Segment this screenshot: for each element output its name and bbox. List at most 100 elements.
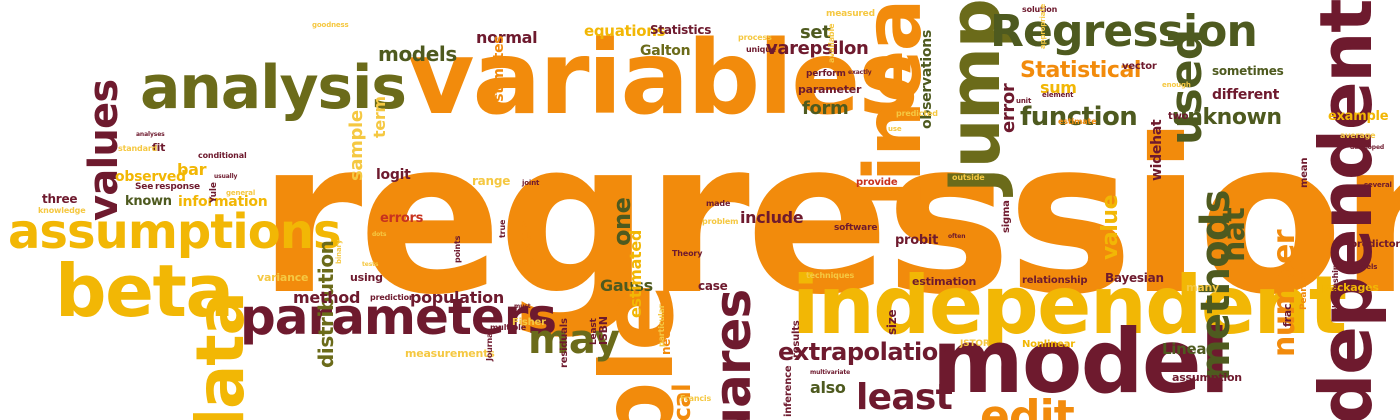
- word-error: error: [998, 83, 1019, 133]
- word-appropriate: appropriate: [1039, 3, 1047, 49]
- word-analyses: analyses: [136, 131, 165, 138]
- word-size: size: [885, 309, 899, 335]
- word-parameter: parameter: [798, 83, 862, 96]
- word-range: range: [472, 174, 511, 188]
- word-inference: inference: [783, 365, 794, 417]
- word-number: number: [1267, 230, 1302, 357]
- word-joint: joint: [522, 179, 540, 187]
- word-varepsilon: varepsilon: [766, 38, 869, 59]
- word-given: given: [516, 219, 535, 268]
- word-variables: variables: [408, 19, 919, 138]
- word-many: many: [1186, 281, 1220, 294]
- word-problem: problem: [702, 217, 739, 226]
- word-method: method: [293, 288, 361, 307]
- word-packages: packages: [1322, 281, 1379, 294]
- word-provide: provide: [856, 177, 898, 188]
- word-enough: enough: [1162, 81, 1191, 89]
- word-vector: vector: [1122, 61, 1157, 72]
- word-squares: squares: [704, 289, 762, 420]
- word-frac: frac: [1281, 303, 1294, 327]
- word-theory: Theory: [672, 249, 703, 258]
- word-three: three: [42, 192, 78, 206]
- word-also: also: [810, 378, 846, 397]
- word-usually: usually: [214, 173, 238, 180]
- word-include: include: [740, 208, 804, 227]
- word-information: information: [178, 194, 268, 210]
- word-regression-capital: Regression: [990, 6, 1258, 57]
- word-equations: equations: [584, 22, 666, 40]
- word-known: known: [125, 194, 172, 209]
- word-form: form: [802, 98, 849, 119]
- word-isbn: ISBN: [597, 316, 610, 345]
- word-gauss: Gauss: [600, 276, 653, 295]
- word-solution: solution: [1022, 5, 1058, 14]
- word-available: available: [827, 23, 836, 63]
- word-exactly: exactly: [848, 69, 872, 76]
- word-see: See: [135, 182, 154, 192]
- word-beta: beta: [55, 249, 234, 333]
- word-developed: developed: [1350, 144, 1385, 151]
- word-relationship: relationship: [1022, 275, 1088, 286]
- word-points: points: [453, 235, 462, 263]
- word-sample: sample: [346, 110, 367, 181]
- word-models-capital: Models: [1350, 263, 1378, 271]
- word-two: two: [1168, 111, 1189, 122]
- word-term: term: [370, 96, 389, 138]
- word-measurements: measurements: [405, 347, 495, 360]
- word-must: must: [514, 303, 531, 310]
- word-may: may: [528, 317, 620, 363]
- word-sum: sum: [1040, 78, 1077, 97]
- word-techniques: techniques: [806, 271, 855, 280]
- word-made: made: [706, 199, 731, 208]
- word-measured: measured: [826, 9, 875, 19]
- word-outside: outside: [952, 173, 985, 182]
- word-set: set: [800, 22, 831, 43]
- word-process: process: [738, 33, 772, 42]
- word-nonlinear: Nonlinear: [1022, 339, 1075, 350]
- word-tests: tests: [362, 261, 379, 268]
- word-francis: Francis: [680, 394, 712, 403]
- word-goodness: goodness: [312, 21, 349, 29]
- word-several: several: [1364, 181, 1392, 189]
- word-use: use: [888, 125, 902, 133]
- word-multivariate: multivariate: [810, 369, 851, 376]
- word-statistical-capital: Statistical: [1020, 58, 1142, 83]
- word-estimated: estimated: [626, 229, 645, 318]
- word-galton: Galton: [640, 43, 691, 59]
- word-dots: dots: [372, 231, 387, 238]
- word-often: often: [948, 233, 966, 240]
- word-perform: perform: [806, 69, 846, 79]
- word-response: response: [155, 182, 200, 192]
- word-example: example: [1328, 109, 1389, 124]
- word-fisher: Fisher: [512, 317, 546, 328]
- word-software: software: [834, 223, 878, 233]
- word-sometimes: sometimes: [1212, 64, 1284, 78]
- word-pearson: Pearson: [1299, 270, 1309, 310]
- word-mean: mean: [1299, 157, 1310, 188]
- word-particular: particular: [657, 304, 666, 347]
- word-models: models: [378, 42, 457, 66]
- word-logit: logit: [376, 167, 411, 183]
- word-regression: regression: [258, 94, 1400, 341]
- word-relationships: relationships: [1331, 260, 1340, 317]
- word-element: element: [1042, 91, 1074, 99]
- word-estimation: estimation: [912, 275, 977, 288]
- word-general: general: [226, 189, 256, 197]
- word-widehat: widehat: [1149, 119, 1165, 181]
- word-yule: Yule: [209, 182, 219, 203]
- word-average: average: [1340, 131, 1376, 140]
- word-hat: hat: [1217, 207, 1252, 262]
- word-normal: normal: [476, 28, 538, 47]
- word-fit: fit: [152, 141, 166, 154]
- word-dependent: dependent: [1304, 0, 1388, 420]
- word-value: value: [1098, 194, 1123, 260]
- word-using: using: [350, 271, 383, 284]
- word-residuals: residuals: [559, 318, 570, 368]
- word-variance: variance: [257, 271, 309, 284]
- word-observed: observed: [115, 169, 186, 185]
- word-bar: bar: [177, 160, 207, 179]
- word-parameters: parameters: [240, 288, 557, 346]
- word-estimates: estimates: [491, 35, 507, 111]
- word-least: least: [856, 377, 953, 418]
